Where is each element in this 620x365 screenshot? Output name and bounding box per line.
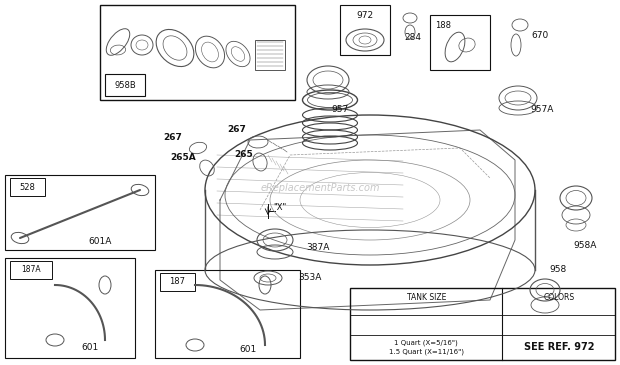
- Text: 188: 188: [435, 20, 451, 30]
- Bar: [255, 40, 285, 70]
- Text: COLORS: COLORS: [543, 293, 574, 303]
- Bar: [430, 15, 490, 70]
- Bar: [5, 258, 135, 358]
- Text: 267: 267: [228, 126, 246, 134]
- Text: 958B: 958B: [114, 81, 136, 89]
- Text: TANK SIZE: TANK SIZE: [407, 293, 446, 303]
- Bar: [160, 273, 195, 291]
- Text: 284: 284: [404, 34, 422, 42]
- Text: eReplacementParts.com: eReplacementParts.com: [260, 183, 379, 193]
- Text: 187A: 187A: [21, 265, 41, 274]
- Bar: [340, 5, 390, 55]
- Text: 528: 528: [19, 182, 35, 192]
- Text: 972: 972: [356, 11, 374, 19]
- Text: 601: 601: [239, 346, 257, 354]
- Text: 387A: 387A: [306, 243, 330, 253]
- Bar: [350, 288, 615, 360]
- Text: 187: 187: [169, 277, 185, 287]
- Text: 670: 670: [531, 31, 549, 39]
- Text: 1 Quart (X=5/16"): 1 Quart (X=5/16"): [394, 339, 458, 346]
- Text: 958A: 958A: [574, 241, 596, 250]
- Text: 353A: 353A: [298, 273, 322, 283]
- Text: 1.5 Quart (X=11/16"): 1.5 Quart (X=11/16"): [389, 349, 464, 355]
- Text: 601: 601: [81, 343, 99, 353]
- Text: 265A: 265A: [170, 154, 196, 162]
- Text: 957A: 957A: [530, 105, 554, 115]
- Bar: [5, 175, 155, 250]
- Text: "X": "X": [273, 204, 286, 212]
- Bar: [155, 270, 300, 358]
- Bar: [100, 5, 295, 100]
- Text: 958: 958: [549, 265, 567, 274]
- Text: 601A: 601A: [88, 238, 112, 246]
- Bar: [10, 261, 52, 279]
- Text: 265: 265: [234, 150, 254, 160]
- Text: 957: 957: [331, 105, 348, 115]
- Bar: [105, 74, 145, 96]
- Text: SEE REF. 972: SEE REF. 972: [523, 342, 594, 352]
- Text: 267: 267: [164, 134, 182, 142]
- Bar: [10, 178, 45, 196]
